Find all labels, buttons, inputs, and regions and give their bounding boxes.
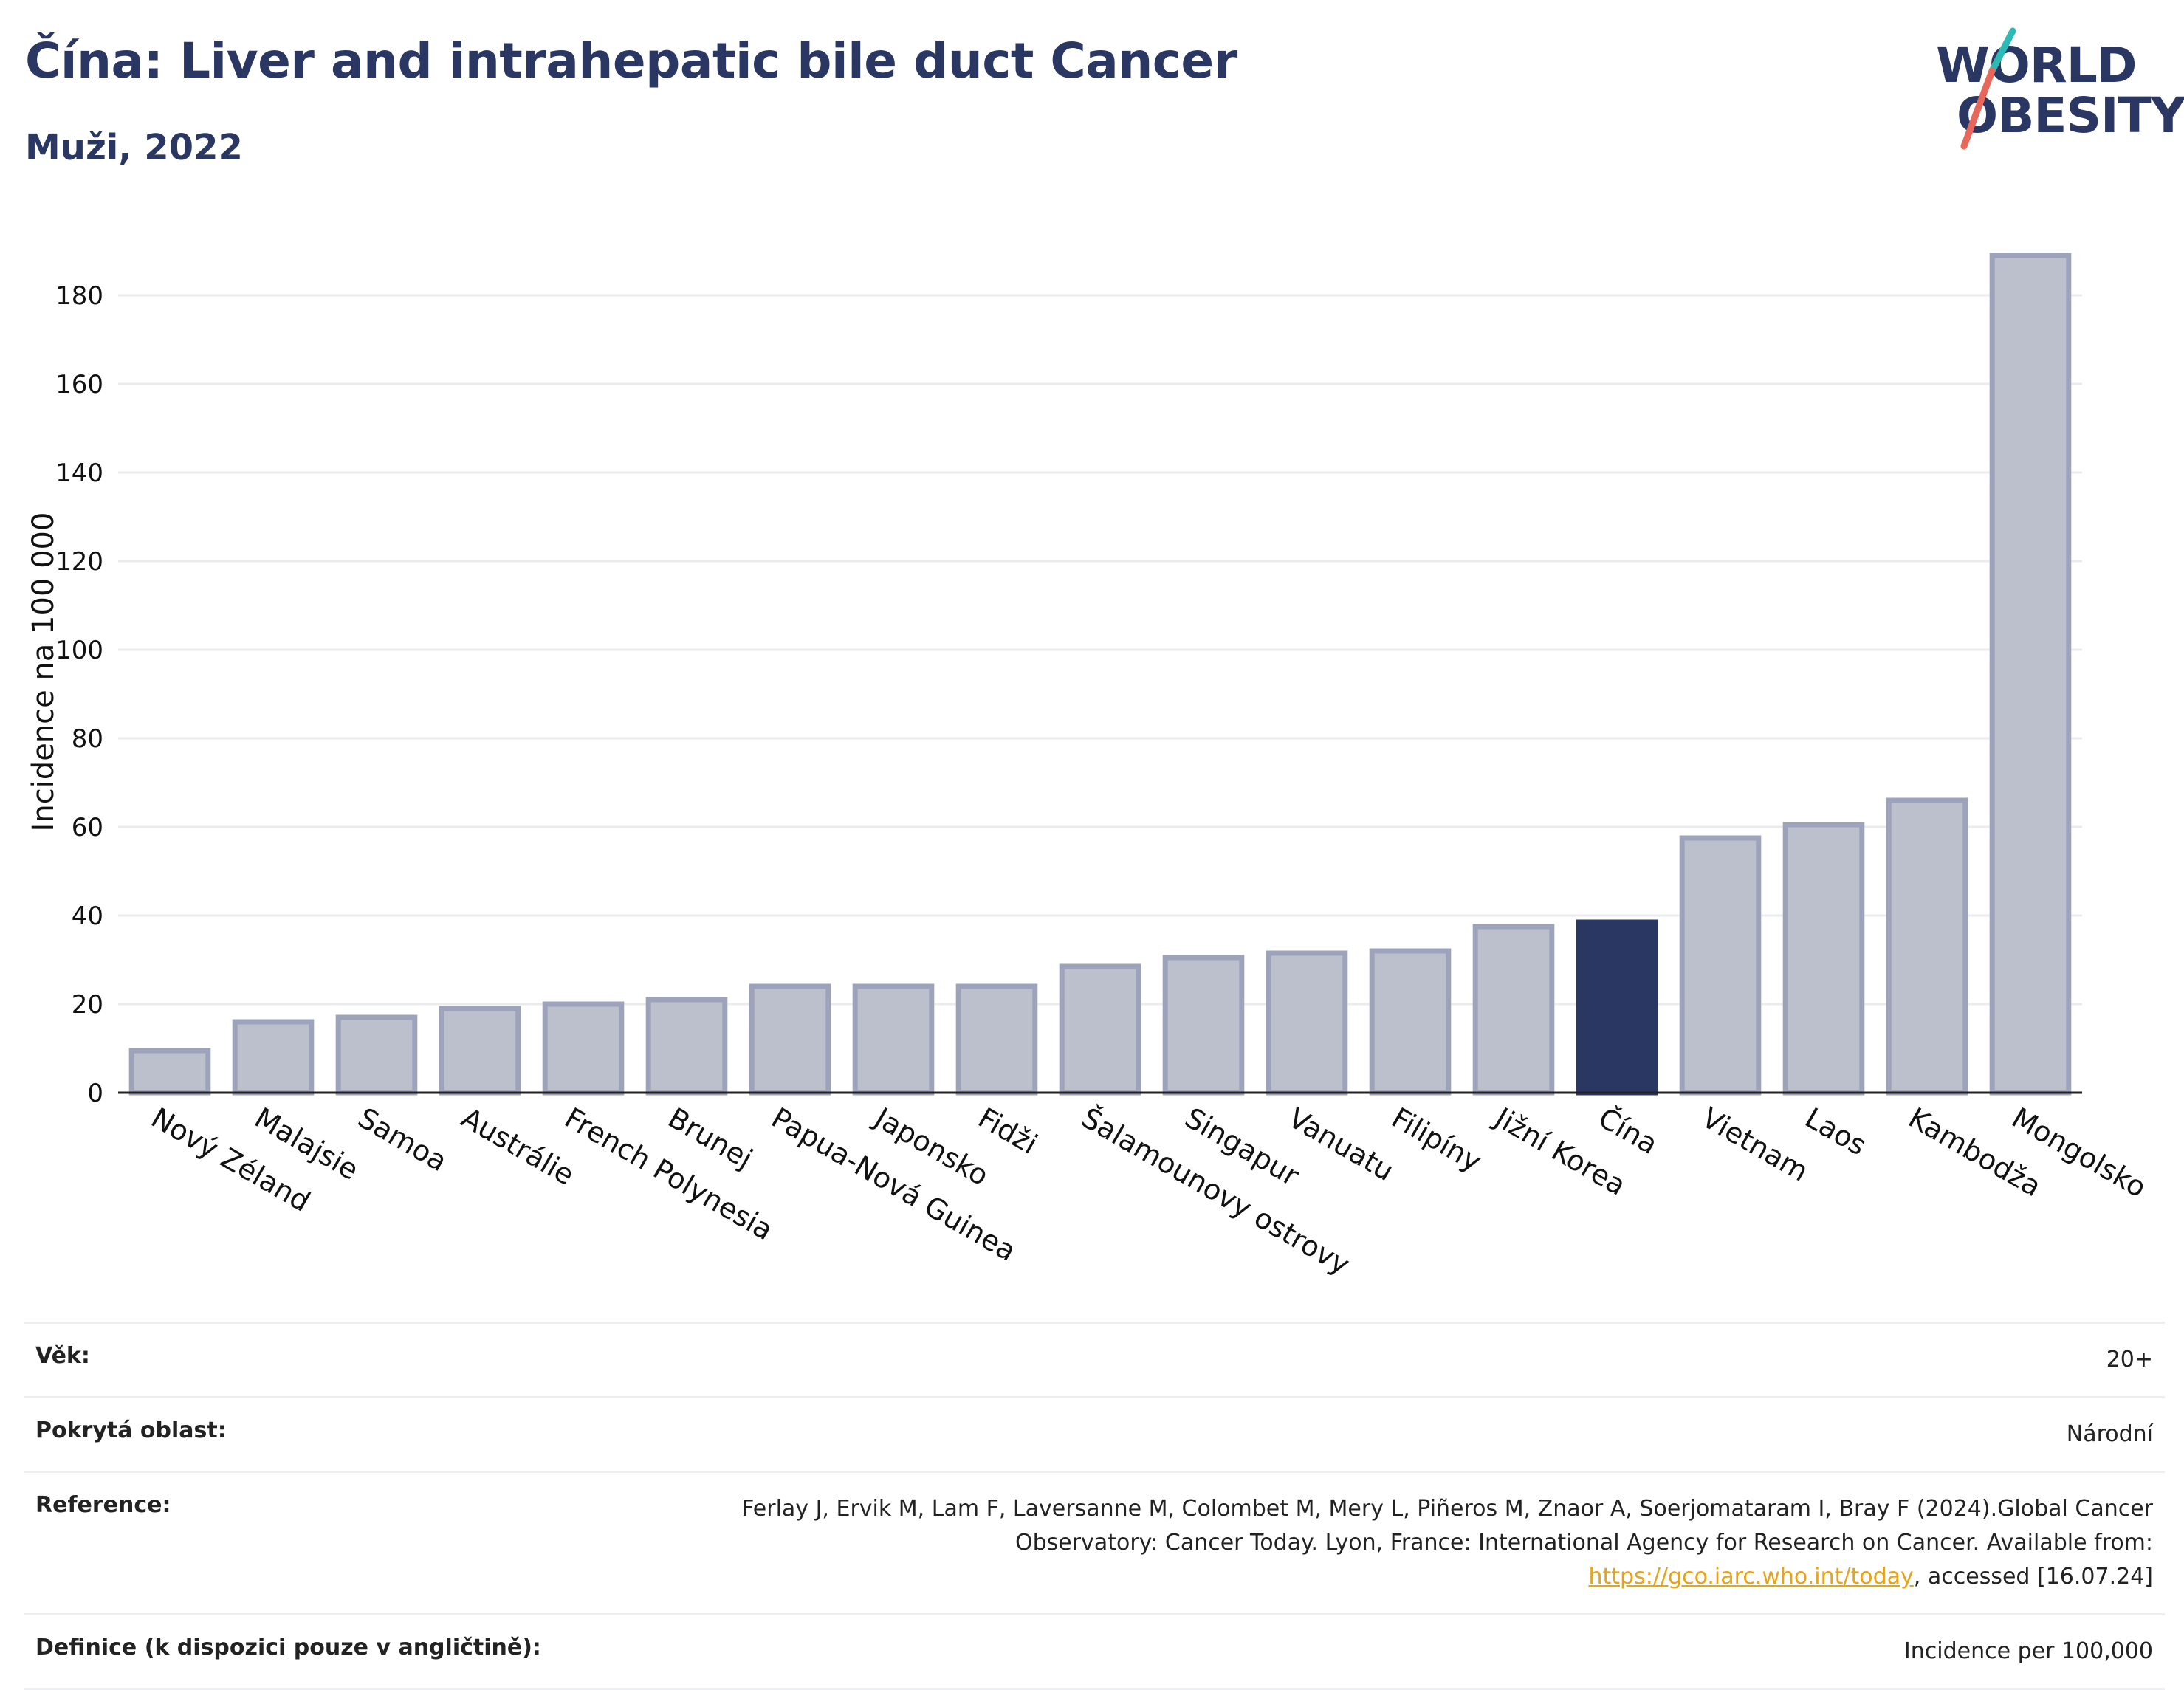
age-label: Věk: [35,1343,90,1369]
world-obesity-logo: WORLD OBESITY [1920,21,2184,161]
y-tick-label: 180 [55,281,103,311]
bar [128,1048,211,1096]
reference-label: Reference: [35,1492,171,1518]
y-tick-label: 140 [55,458,103,488]
bar [1369,948,1452,1096]
y-axis-label: Incidence na 100 000 [27,512,61,832]
y-tick-label: 60 [72,813,103,842]
bar [1059,963,1141,1096]
y-tick-label: 40 [72,901,103,931]
bar [1989,253,2072,1096]
chart-title: Čína: Liver and intrahepatic bile duct C… [25,32,1237,89]
info-row-definition: Definice (k dispozici pouze v angličtině… [24,1613,2165,1690]
bar [1576,919,1658,1096]
bar [439,1006,521,1096]
definition-label: Definice (k dispozici pouze v angličtině… [35,1635,541,1660]
y-tick-label: 0 [87,1079,103,1108]
reference-tail: , accessed [16.07.24] [1913,1564,2153,1590]
reference-text: Ferlay J, Ervik M, Lam F, Laversanne M, … [741,1496,2153,1556]
x-tick-label: Laos [1800,1102,1872,1162]
x-tick-label: Austrálie [456,1102,580,1192]
bar [1472,924,1555,1096]
x-tick-label: Vietnam [1697,1102,1814,1188]
logo-line2: OBESITY [1957,87,2184,144]
y-tick-label: 120 [55,547,103,577]
logo-slash-icon [1960,27,2016,150]
bar-chart: 0 20 40 60 80 100 120 140 160 180 Incidence na 100… [27,253,2152,1281]
x-tick-label: Vanuatu [1283,1102,1400,1187]
area-value: Národní [2066,1421,2153,1447]
logo-line1: WORLD [1936,37,2137,94]
definition-value: Incidence per 100,000 [1903,1638,2153,1664]
bar [749,983,831,1096]
bar [1162,955,1245,1096]
bar [1266,950,1348,1096]
y-tick-label: 20 [72,990,103,1020]
info-row-area: Pokrytá oblast: Národní [24,1396,2165,1471]
bar [335,1014,418,1096]
reference-link[interactable]: https://gco.iarc.who.int/today [1588,1564,1914,1590]
y-tick-label: 160 [55,370,103,399]
bar [542,1001,625,1096]
bar [645,997,728,1096]
bar [1782,822,1865,1096]
reference-value: Ferlay J, Ervik M, Lam F, Laversanne M, … [676,1492,2153,1594]
bar [955,983,1038,1096]
x-tick-label: Samoa [353,1102,453,1178]
x-tick-label: Čína [1593,1102,1663,1161]
bar [852,983,935,1096]
bar [1679,835,1762,1096]
chart-subtitle: Muži, 2022 [25,127,243,168]
area-label: Pokrytá oblast: [35,1418,227,1443]
x-tick-label: Filipíny [1387,1102,1487,1178]
y-tick-label: 80 [72,724,103,754]
y-tick-label: 100 [55,636,103,665]
info-row-age: Věk: 20+ [24,1322,2165,1396]
info-table: Věk: 20+ Pokrytá oblast: Národní Referen… [24,1322,2165,1690]
bar [232,1019,315,1096]
age-value: 20+ [2106,1347,2153,1373]
bar [1886,797,1968,1096]
x-tick-label: Fidži [973,1102,1043,1161]
info-row-reference: Reference: Ferlay J, Ervik M, Lam F, Lav… [24,1471,2165,1613]
